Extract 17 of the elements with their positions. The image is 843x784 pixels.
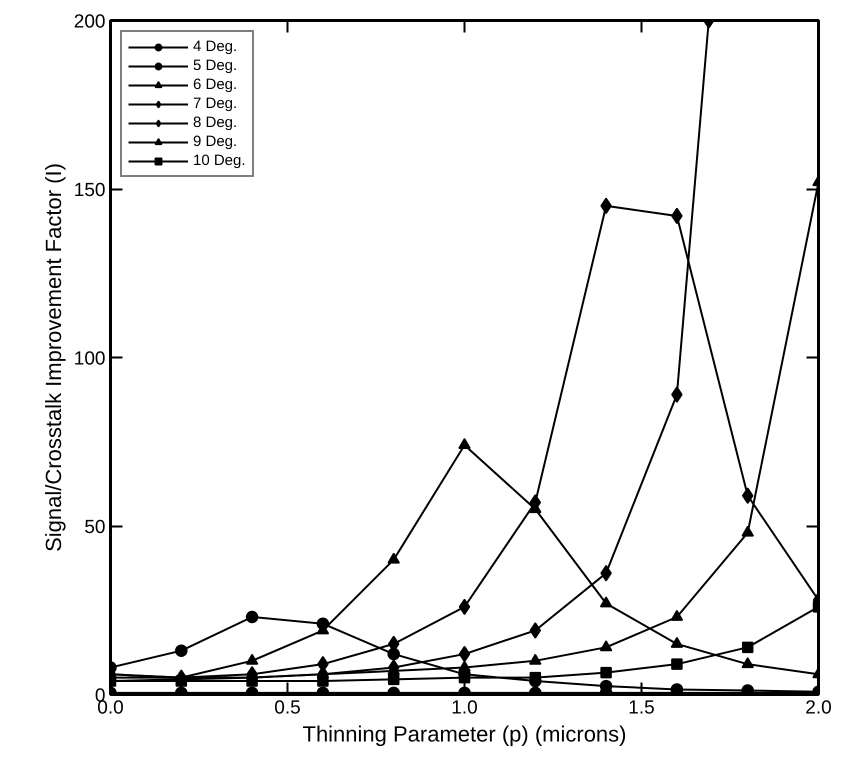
x-tick-label: 2.0 [805, 698, 832, 718]
y-tick-label: 150 [74, 180, 106, 201]
x-tick-label: 1.5 [628, 698, 655, 718]
x-tick-label: 0.5 [274, 698, 301, 718]
legend-label: 7 Deg. [193, 95, 238, 112]
legend-label: 9 Deg. [193, 133, 238, 150]
legend-label: 10 Deg. [193, 152, 246, 169]
legend-label: 4 Deg. [193, 38, 238, 55]
y-tick-label: 100 [74, 348, 106, 370]
y-tick-label: 200 [74, 12, 106, 32]
x-tick-label: 1.0 [451, 698, 478, 718]
y-axis-title: Signal/Crosstalk Improvement Factor (I) [40, 163, 66, 552]
y-tick-label: 50 [84, 517, 106, 538]
legend-label: 6 Deg. [193, 76, 238, 93]
legend-label: 5 Deg. [193, 57, 238, 74]
x-axis-title: Thinning Parameter (p) (microns) [302, 722, 626, 746]
legend-label: 8 Deg. [193, 114, 238, 131]
